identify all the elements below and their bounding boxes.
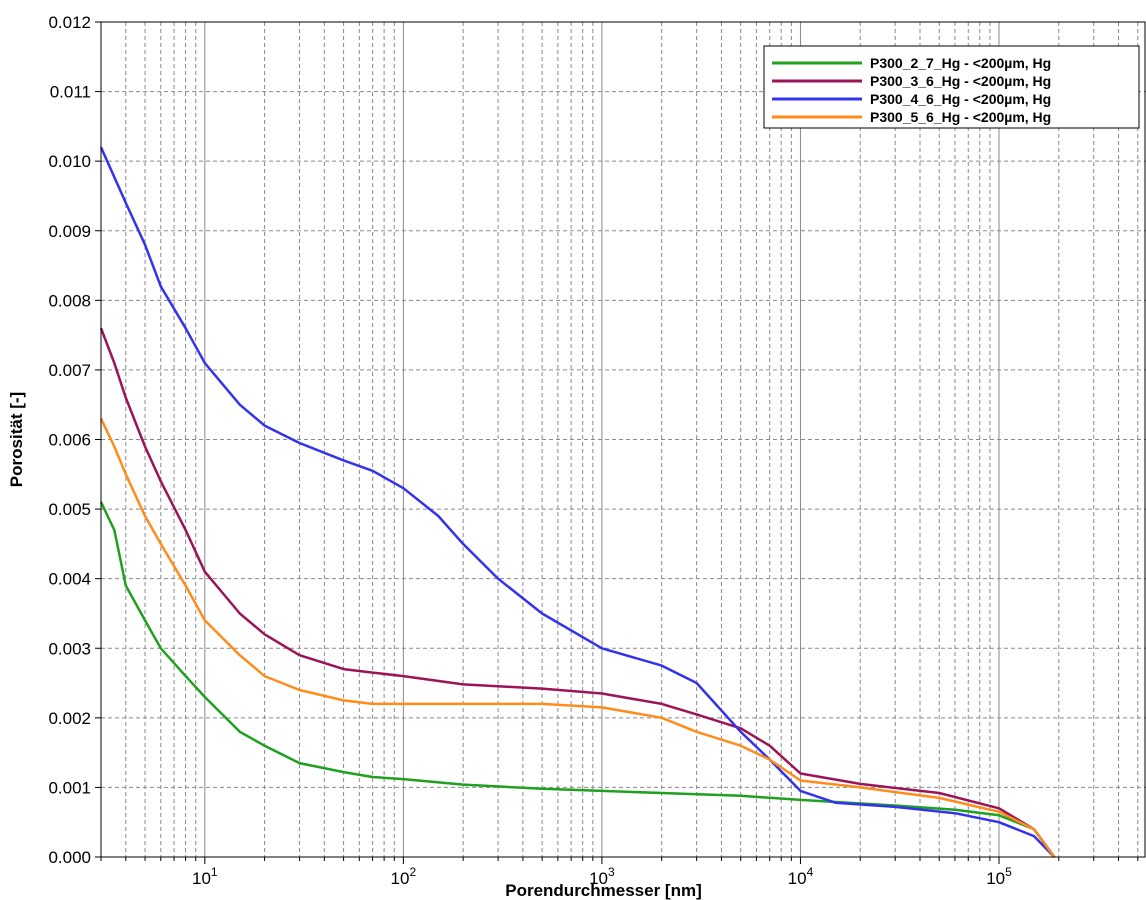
x-tick-label: 101 — [192, 865, 218, 888]
x-axis-ticks: 101 102 103 104 105 — [100, 857, 1139, 888]
x-axis-title: Porendurchmesser [nm] — [505, 881, 702, 900]
y-tick-label: 0.010 — [48, 152, 91, 171]
y-tick-label: 0.005 — [48, 500, 91, 519]
series-line-4 — [99, 418, 1056, 858]
legend: P300_2_7_Hg - <200µm, Hg P300_3_6_Hg - <2… — [763, 45, 1140, 129]
y-tick-label: 0.002 — [48, 709, 91, 728]
series-line-1 — [99, 501, 1056, 858]
major-gridlines — [204, 22, 1000, 857]
legend-box — [763, 45, 1140, 129]
y-tick-label: 0.006 — [48, 431, 91, 450]
y-tick-label: 0.003 — [48, 639, 91, 658]
y-tick-label: 0.000 — [48, 848, 91, 867]
y-tick-label: 0.011 — [50, 83, 91, 102]
y-axis-ticks: 0.000 0.001 0.002 0.003 0.004 0.005 0.006 0.007… — [48, 13, 101, 867]
legend-label-1: P300_2_7_Hg - <200µm, Hg — [870, 55, 1051, 71]
y-tick-label: 0.004 — [48, 570, 91, 589]
x-tick-label: 104 — [788, 865, 814, 888]
legend-label-3: P300_4_6_Hg - <200µm, Hg — [870, 91, 1051, 107]
y-tick-label: 0.012 — [48, 13, 91, 32]
x-tick-label: 102 — [391, 865, 417, 888]
y-tick-label: 0.009 — [48, 222, 91, 241]
x-tick-label: 103 — [589, 865, 615, 888]
y-tick-label: 0.001 — [48, 778, 91, 797]
series-lines — [99, 146, 1056, 858]
y-tick-label: 0.008 — [48, 291, 91, 310]
y-tick-label: 0.007 — [48, 361, 91, 380]
legend-label-2: P300_3_6_Hg - <200µm, Hg — [870, 73, 1051, 89]
series-line-3 — [99, 146, 1056, 858]
x-tick-label: 105 — [986, 865, 1012, 888]
minor-gridlines — [100, 22, 1146, 857]
legend-label-4: P300_5_6_Hg - <200µm, Hg — [870, 109, 1051, 125]
y-axis-title: Porosität [-] — [7, 392, 26, 487]
series-line-2 — [99, 327, 1056, 858]
